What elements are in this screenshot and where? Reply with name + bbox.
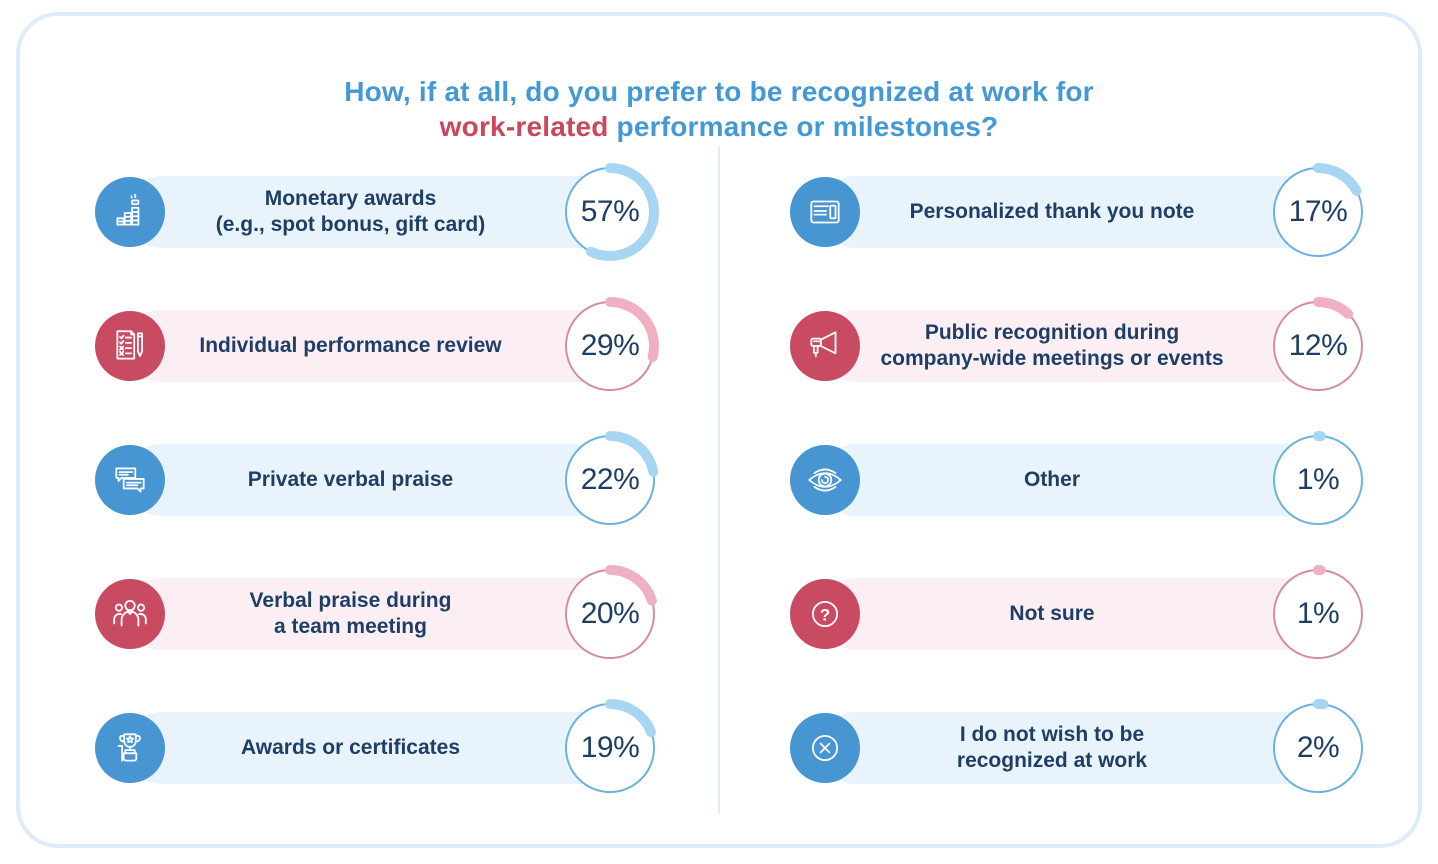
label-pill: Not sure [820,578,1328,650]
list-item: Personalized thank you note 17% [790,162,1368,262]
eye-icon [790,445,860,515]
percentage-ring: 19% [560,698,660,798]
item-label: Public recognition during company-wide m… [880,321,1224,370]
list-item: Monetary awards (e.g., spot bonus, gift … [95,162,660,262]
percentage-ring: 2% [1268,698,1368,798]
percentage-value: 17% [1288,195,1348,228]
percentage-value: 29% [580,329,640,362]
percentage-value: 19% [580,731,640,764]
percentage-value: 1% [1296,597,1340,630]
percentage-ring: 29% [560,296,660,396]
label-pill: Public recognition during company-wide m… [820,310,1328,382]
percentage-value: 1% [1296,463,1340,496]
question-mark-icon: ? [790,579,860,649]
list-item: Awards or certificates [95,698,660,798]
percentage-ring: 12% [1268,296,1368,396]
label-pill: Monetary awards (e.g., spot bonus, gift … [125,176,620,248]
megaphone-icon [790,311,860,381]
checklist-pen-icon [95,311,165,381]
list-item: Other 1% [790,430,1368,530]
item-label: Private verbal praise [247,468,454,491]
column-divider [718,146,720,814]
title-highlight: work-related [439,111,609,142]
money-bars-icon [95,177,165,247]
left-column: Monetary awards (e.g., spot bonus, gift … [95,162,660,832]
percentage-value: 12% [1288,329,1348,362]
list-item: I do not wish to be recognized at work 2… [790,698,1368,798]
right-column: Personalized thank you note 17% [790,162,1368,832]
label-pill: I do not wish to be recognized at work [820,712,1328,784]
item-label: Individual performance review [199,334,502,357]
item-label: Verbal praise during a team meeting [249,589,452,638]
item-label: Not sure [1009,602,1095,625]
x-circle-icon [790,713,860,783]
item-label: Other [1023,468,1080,491]
item-label: I do not wish to be recognized at work [956,723,1148,772]
percentage-ring: 17% [1268,162,1368,262]
label-pill: Individual performance review [125,310,620,382]
percentage-value: 20% [580,597,640,630]
list-item: Public recognition during company-wide m… [790,296,1368,396]
list-item: Individual performance review 29% [95,296,660,396]
percentage-value: 2% [1296,731,1340,764]
trophy-hand-icon [95,713,165,783]
percentage-ring: 22% [560,430,660,530]
item-label: Awards or certificates [240,736,461,759]
percentage-ring: 1% [1268,430,1368,530]
list-item: Private verbal praise 22% [95,430,660,530]
svg-text:?: ? [820,605,830,624]
rounded-frame-border [16,12,1422,848]
item-label: Personalized thank you note [909,200,1195,223]
label-pill: Awards or certificates [125,712,620,784]
list-item: Verbal praise during a team meeting 20% [95,564,660,664]
team-icon [95,579,165,649]
percentage-ring: 20% [560,564,660,664]
title-line-2: work-related performance or milestones? [439,111,999,142]
title-line-1: How, if at all, do you prefer to be reco… [344,76,1094,107]
percentage-value: 57% [580,195,640,228]
label-pill: Private verbal praise [125,444,620,516]
label-pill: Verbal praise during a team meeting [125,578,620,650]
page-title: How, if at all, do you prefer to be reco… [0,74,1438,144]
item-label: Monetary awards (e.g., spot bonus, gift … [215,187,486,236]
percentage-value: 22% [580,463,640,496]
percentage-ring: 1% [1268,564,1368,664]
percentage-ring: 57% [560,162,660,262]
list-item: Not sure ? 1% [790,564,1368,664]
label-pill: Other [820,444,1328,516]
thank-you-note-icon [790,177,860,247]
chat-bubbles-icon [95,445,165,515]
label-pill: Personalized thank you note [820,176,1328,248]
